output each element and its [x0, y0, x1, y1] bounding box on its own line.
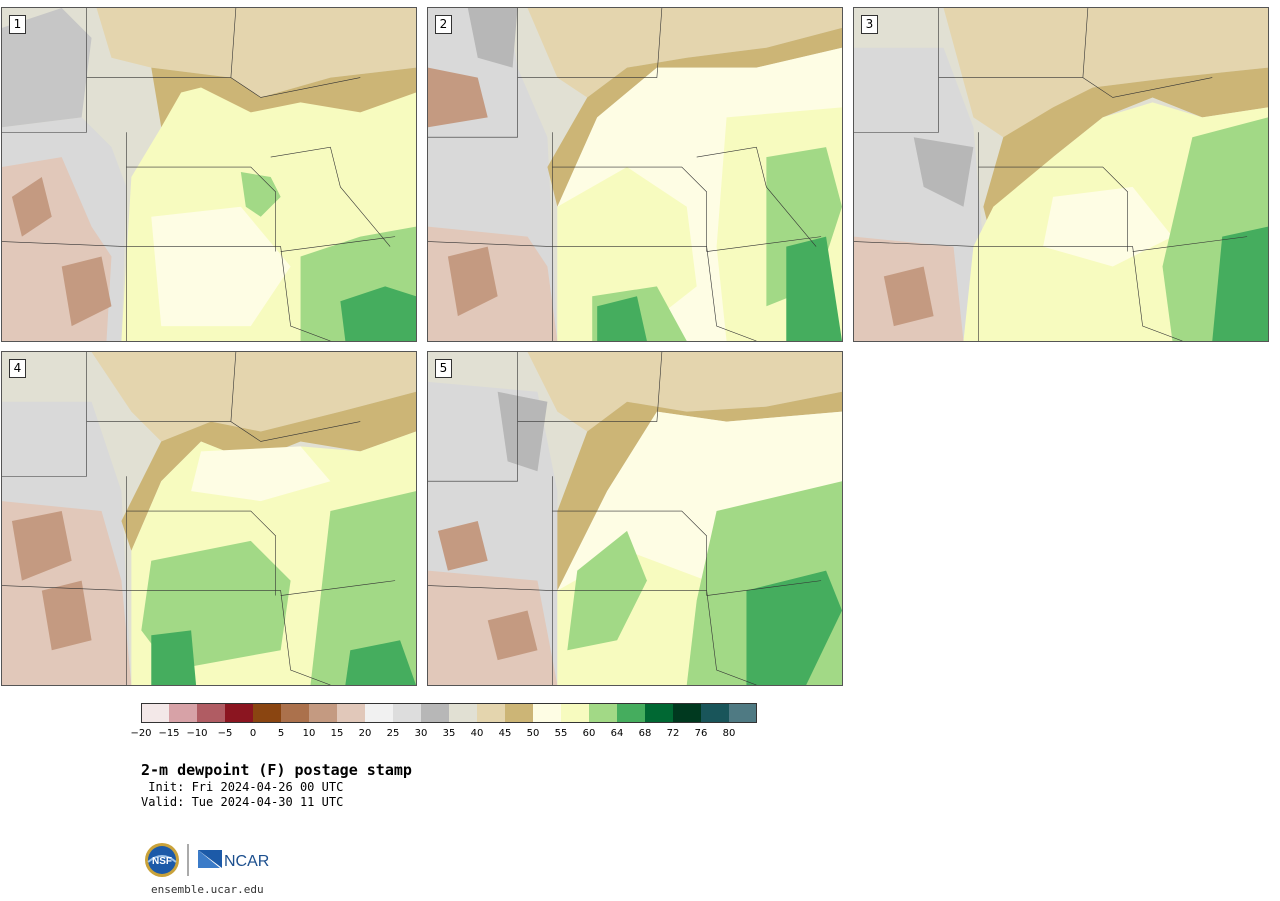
colorbar-tick-label: 5: [277, 728, 285, 739]
dewpoint-map-1: [2, 8, 416, 341]
map-panel-1: 1: [1, 7, 417, 342]
colorbar-swatch: [337, 703, 365, 723]
dewpoint-map-4: [2, 352, 416, 685]
colorbar-swatch: [673, 703, 701, 723]
colorbar-tick-label: 25: [386, 728, 400, 739]
colorbar-swatch: [393, 703, 421, 723]
colorbar-swatch: [729, 703, 757, 723]
dewpoint-map-3: [854, 8, 1268, 341]
nsf-logo-text: NSF: [152, 856, 172, 867]
dewpoint-map-2: [428, 8, 842, 341]
colorbar-swatch: [365, 703, 393, 723]
colorbar-tick-label: 0: [249, 728, 257, 739]
init-time: Init: Fri 2024-04-26 00 UTC: [141, 780, 344, 794]
panel-number: 4: [9, 359, 26, 378]
colorbar-swatch: [225, 703, 253, 723]
colorbar-tick-label: 10: [302, 728, 316, 739]
colorbar-tick-label: 20: [358, 728, 372, 739]
map-panel-3: 3: [853, 7, 1269, 342]
colorbar-swatch: [449, 703, 477, 723]
colorbar: [141, 703, 757, 723]
colorbar-swatch: [561, 703, 589, 723]
colorbar-swatch: [589, 703, 617, 723]
map-panel-4: 4: [1, 351, 417, 686]
colorbar-swatch: [701, 703, 729, 723]
chart-title: 2-m dewpoint (F) postage stamp: [141, 761, 412, 779]
dewpoint-map-5: [428, 352, 842, 685]
panel-number: 2: [435, 15, 452, 34]
colorbar-tick-label: 50: [526, 728, 540, 739]
colorbar-swatch: [617, 703, 645, 723]
colorbar-swatch: [281, 703, 309, 723]
colorbar-tick-label: 76: [694, 728, 708, 739]
colorbar-swatch: [141, 703, 169, 723]
colorbar-swatch: [309, 703, 337, 723]
colorbar-swatch: [253, 703, 281, 723]
map-panel-2: 2: [427, 7, 843, 342]
colorbar-tick-label: 40: [470, 728, 484, 739]
colorbar-tick-label: 64: [610, 728, 624, 739]
colorbar-swatch: [197, 703, 225, 723]
colorbar-border: [141, 703, 757, 723]
colorbar-swatch: [533, 703, 561, 723]
colorbar-tick-label: 55: [554, 728, 568, 739]
colorbar-tick-label: 80: [722, 728, 736, 739]
colorbar-swatch: [421, 703, 449, 723]
colorbar-swatch: [645, 703, 673, 723]
colorbar-tick-label: 68: [638, 728, 652, 739]
colorbar-tick-label: 60: [582, 728, 596, 739]
nsf-ncar-logo: NSF NCAR: [145, 843, 269, 877]
colorbar-swatch: [477, 703, 505, 723]
map-panel-5: 5: [427, 351, 843, 686]
colorbar-tick-label: 35: [442, 728, 456, 739]
colorbar-swatch: [505, 703, 533, 723]
ncar-logo-text: NCAR: [224, 853, 269, 870]
colorbar-tick-label: 15: [330, 728, 344, 739]
colorbar-tick-label: −10: [186, 728, 208, 739]
colorbar-tick-label: −5: [217, 728, 233, 739]
colorbar-tick-label: −15: [158, 728, 180, 739]
panel-number: 1: [9, 15, 26, 34]
logo-group: NSF NCAR: [144, 842, 274, 882]
site-url: ensemble.ucar.edu: [151, 883, 264, 896]
panel-number: 3: [861, 15, 878, 34]
colorbar-tick-label: 45: [498, 728, 512, 739]
panel-number: 5: [435, 359, 452, 378]
colorbar-tick-label: 30: [414, 728, 428, 739]
colorbar-swatch: [169, 703, 197, 723]
valid-time: Valid: Tue 2024-04-30 11 UTC: [141, 795, 344, 809]
colorbar-tick-label: −20: [130, 728, 152, 739]
colorbar-tick-label: 72: [666, 728, 680, 739]
